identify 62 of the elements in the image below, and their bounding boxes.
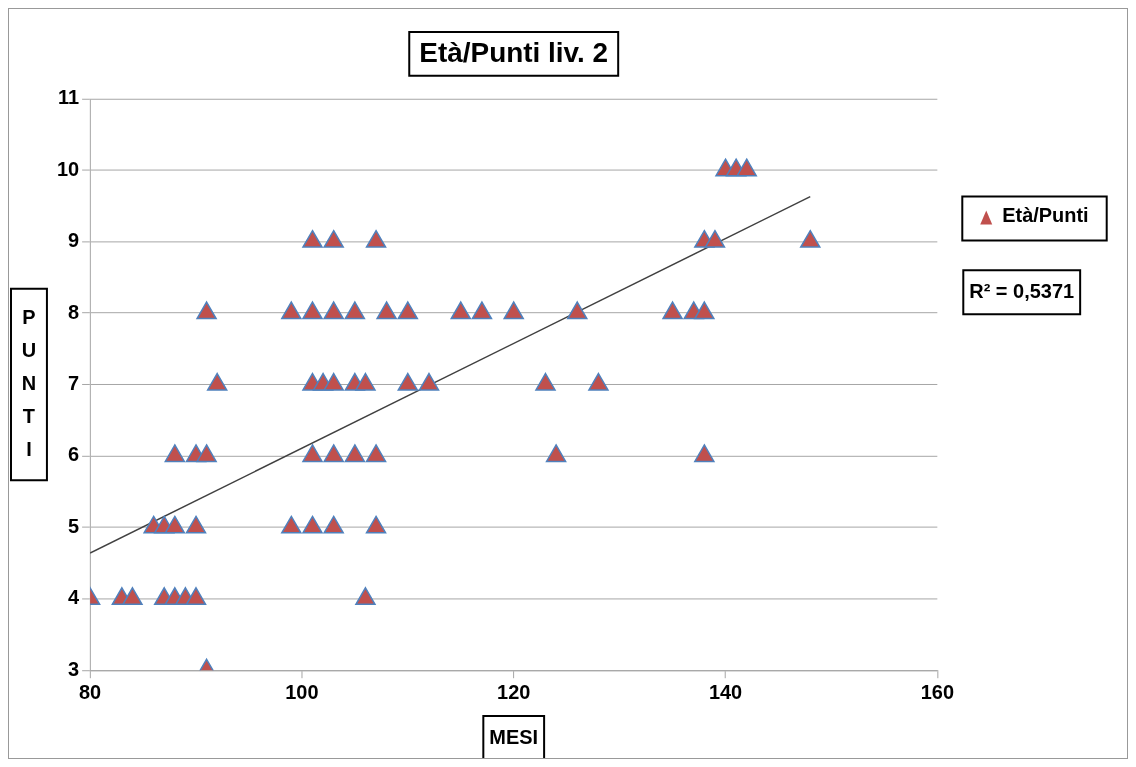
- point: [397, 301, 419, 320]
- point: [365, 229, 387, 248]
- point: [323, 301, 344, 320]
- point: [302, 444, 323, 463]
- legend-label: Età/Punti: [1002, 203, 1089, 226]
- point: [323, 372, 344, 391]
- y-tick-label: 3: [68, 657, 80, 680]
- point: [694, 301, 715, 320]
- point: [323, 229, 344, 248]
- point: [471, 301, 493, 320]
- point: [365, 444, 387, 463]
- text: R² = 0,5371: [969, 279, 1075, 302]
- point: [206, 372, 228, 391]
- point: [164, 515, 186, 534]
- point: [164, 444, 186, 463]
- point: [281, 515, 302, 534]
- point: [397, 372, 419, 391]
- y-tick-label: 5: [68, 514, 80, 537]
- point: [704, 229, 726, 248]
- point: [376, 301, 397, 320]
- y-tick-label: 9: [68, 229, 80, 252]
- point: [302, 515, 323, 534]
- point: [323, 515, 344, 534]
- x-tick-label: 100: [285, 680, 319, 703]
- point: [196, 301, 217, 320]
- point: [185, 587, 207, 606]
- point: [662, 301, 683, 320]
- point: [185, 515, 207, 534]
- point: [355, 587, 376, 606]
- point: [545, 444, 567, 463]
- point: [535, 372, 556, 391]
- point: [355, 372, 376, 391]
- point: [365, 515, 387, 534]
- y-axis-title: PUNTI: [21, 306, 37, 460]
- x-tick-label: 80: [79, 680, 102, 703]
- chart-title: Età/Punti liv. 2: [419, 36, 609, 68]
- point: [736, 158, 757, 177]
- x-tick-label: 120: [497, 680, 531, 703]
- point: [418, 372, 440, 391]
- point: [302, 301, 323, 320]
- point: [281, 301, 302, 320]
- x-tick-label: 160: [920, 680, 954, 703]
- y-tick-label: 4: [68, 586, 80, 609]
- point: [799, 229, 821, 248]
- y-tick-label: 11: [58, 86, 80, 109]
- point: [302, 229, 323, 248]
- y-tick-label: 7: [68, 372, 80, 394]
- point: [323, 444, 344, 463]
- point: [588, 372, 609, 391]
- point: [567, 301, 588, 320]
- x-tick-label: 140: [708, 680, 743, 703]
- x-axis-title: MESI: [489, 725, 539, 748]
- point: [694, 444, 715, 463]
- point: [503, 301, 524, 320]
- point: [122, 587, 143, 606]
- y-tick-label: 10: [56, 157, 80, 180]
- y-tick-label: 6: [68, 443, 80, 466]
- y-tick-label: 8: [68, 300, 80, 323]
- point: [450, 301, 472, 320]
- point: [196, 444, 217, 463]
- point: [344, 444, 366, 463]
- point: [344, 301, 366, 320]
